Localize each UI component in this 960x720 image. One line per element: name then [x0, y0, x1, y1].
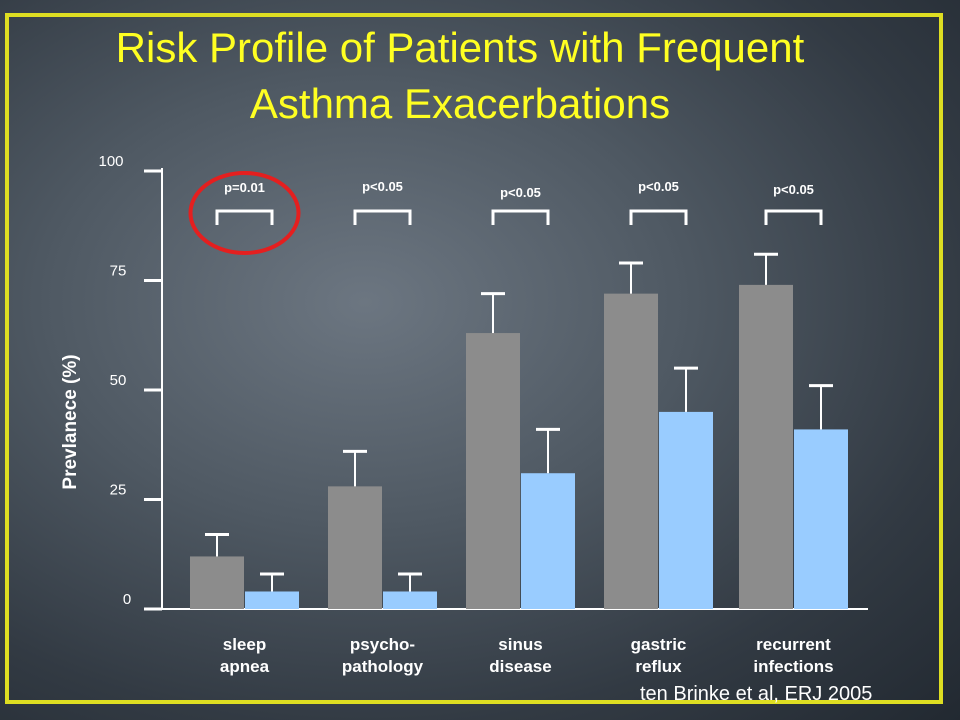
- bar: [245, 591, 299, 609]
- bar: [521, 473, 575, 609]
- y-tick-label: 0: [123, 591, 131, 608]
- x-category-label: gastric: [631, 635, 687, 654]
- significance-bracket: [353, 209, 412, 225]
- significance-bracket: [491, 209, 550, 225]
- bar: [328, 486, 382, 609]
- p-value-annotation: p<0.05: [362, 179, 403, 194]
- title-line-1: Risk Profile of Patients with Frequent: [115, 24, 805, 71]
- significance-bracket: [215, 209, 274, 225]
- x-category-label: psycho-: [350, 635, 415, 654]
- bar: [659, 411, 713, 609]
- y-tick-label: 75: [110, 263, 127, 280]
- p-value-annotation: p=0.01: [224, 180, 265, 195]
- x-category-label: apnea: [220, 657, 270, 676]
- y-tick-label: 100: [98, 153, 123, 170]
- x-category-label: disease: [489, 657, 551, 676]
- p-value-annotation: p<0.05: [773, 182, 814, 197]
- significance-bracket: [764, 209, 823, 225]
- y-tick-label: 50: [110, 372, 127, 389]
- x-category-label: reflux: [635, 657, 682, 676]
- bar: [794, 429, 848, 609]
- p-value-annotation: p<0.05: [500, 185, 541, 200]
- title-line-2: Asthma Exacerbations: [249, 80, 671, 127]
- significance-bracket: [629, 209, 688, 225]
- x-category-label: pathology: [342, 657, 424, 676]
- bar: [739, 284, 793, 609]
- p-value-annotation: p<0.05: [638, 179, 679, 194]
- x-category-label: infections: [753, 657, 833, 676]
- slide-frame: [5, 13, 943, 704]
- highlight-circle: [188, 171, 301, 255]
- slide-title: Risk Profile of Patients with Frequent A…: [30, 20, 890, 132]
- bar: [466, 333, 520, 609]
- x-category-label: sinus: [498, 635, 542, 654]
- citation: ten Brinke et al, ERJ 2005: [640, 683, 873, 705]
- bar: [604, 293, 658, 609]
- bar: [190, 556, 244, 609]
- y-axis-label: Prevlanece (%): [60, 354, 81, 489]
- x-category-label: sleep: [223, 635, 266, 654]
- y-tick-label: 25: [110, 482, 127, 499]
- bar: [383, 591, 437, 609]
- x-category-label: recurrent: [756, 635, 831, 654]
